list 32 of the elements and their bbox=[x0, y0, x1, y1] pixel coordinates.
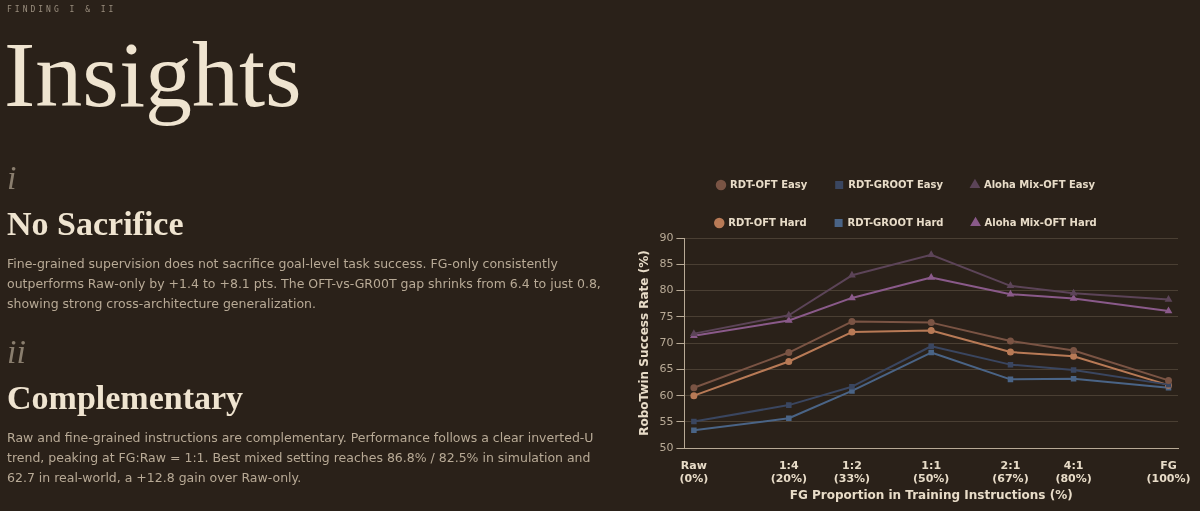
legend-label: RDT-GROOT Hard bbox=[847, 216, 944, 228]
x-axis-title: FG Proportion in Training Instructions (%) bbox=[789, 487, 1073, 502]
y-tick-label: 80 bbox=[659, 283, 674, 297]
text: FINDING I & II bbox=[7, 5, 117, 14]
y-tick-label: 55 bbox=[659, 414, 674, 428]
chart-title: Insights bbox=[4, 21, 302, 128]
legend-label: Aloha Mix-OFT Easy bbox=[983, 178, 1096, 190]
y-tick-label: 90 bbox=[659, 230, 674, 244]
x-tick-label: 1:2 (33%) bbox=[833, 458, 871, 485]
legend-label: RDT-OFT Hard bbox=[728, 216, 807, 228]
text: Raw and fine-grained instructions are complementary. Performance follows a clear inverted-U trend, peaking at FG:Raw = 1:1. Best mixed setting reaches 86.8% / 82.5% in simulation and 62.7 in real-world, a +12.8 gain over Raw-only. bbox=[7, 429, 595, 487]
x-tick-label: 1:4 (20%) bbox=[770, 458, 808, 485]
text: No Sacrifice bbox=[7, 204, 185, 244]
text: Complementary bbox=[7, 378, 245, 418]
x-tick-label: 1:1 (50%) bbox=[913, 458, 950, 485]
x-tick-label: Raw (0%) bbox=[679, 458, 709, 485]
y-tick-label: 75 bbox=[659, 309, 674, 323]
x-tick-label: FG (100%) bbox=[1146, 458, 1191, 485]
text: ii bbox=[7, 333, 27, 370]
legend-label: Aloha Mix-OFT Hard bbox=[984, 216, 1097, 228]
x-tick-label: 4:1 (80%) bbox=[1055, 458, 1092, 485]
y-tick-label: 85 bbox=[659, 257, 674, 271]
legend-label: RDT-GROOT Easy bbox=[848, 178, 944, 190]
y-tick-label: 65 bbox=[659, 362, 674, 376]
x-tick-label: 2:1 (67%) bbox=[992, 458, 1029, 485]
y-axis-title: RoboTwin Success Rate (%) bbox=[637, 250, 652, 436]
text: Fine-grained supervision does not sacrifice goal-level task success. FG-only consistently outperforms Raw-only by +1.4 to +8.1 pts. The OFT-vs-GR00T gap shrinks from 6.4 to just 0.8, showing strong cross-architecture generalization. bbox=[7, 255, 602, 313]
text: i bbox=[7, 159, 18, 196]
y-tick-label: 70 bbox=[659, 335, 674, 349]
y-tick-label: 60 bbox=[659, 388, 674, 402]
y-tick-label: 50 bbox=[659, 441, 674, 455]
legend-label: RDT-OFT Easy bbox=[730, 178, 808, 190]
